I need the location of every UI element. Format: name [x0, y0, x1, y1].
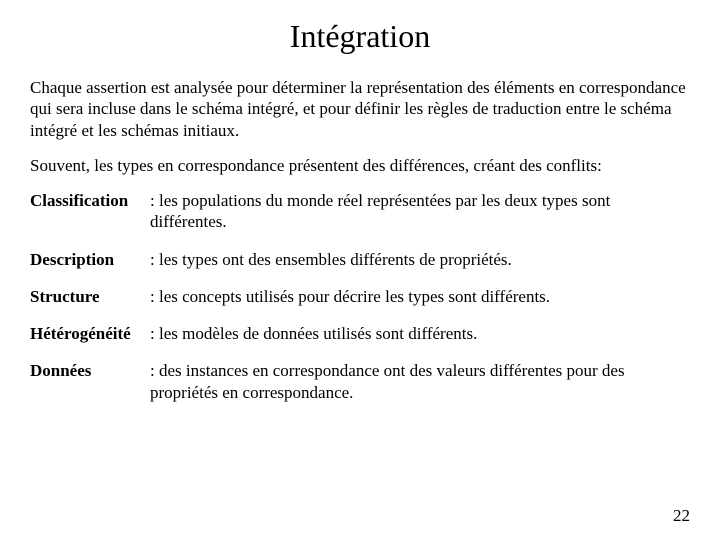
definition-text-donnees: : des instances en correspondance ont de…	[150, 360, 690, 403]
definition-text-structure: : les concepts utilisés pour décrire les…	[150, 286, 690, 307]
definition-structure: Structure : les concepts utilisés pour d…	[30, 286, 690, 307]
definition-classification: Classification : les populations du mond…	[30, 190, 690, 233]
definition-description: Description : les types ont des ensemble…	[30, 249, 690, 270]
intro-paragraph-2: Souvent, les types en correspondance pré…	[30, 155, 690, 176]
page-number: 22	[673, 506, 690, 526]
slide-title: Intégration	[30, 18, 690, 55]
term-donnees: Données	[30, 360, 150, 403]
definition-donnees: Données : des instances en correspondanc…	[30, 360, 690, 403]
definition-text-description: : les types ont des ensembles différents…	[150, 249, 690, 270]
term-description: Description	[30, 249, 150, 270]
definition-heterogeneite: Hétérogénéité : les modèles de données u…	[30, 323, 690, 344]
term-structure: Structure	[30, 286, 150, 307]
definition-text-classification: : les populations du monde réel représen…	[150, 190, 690, 233]
term-classification: Classification	[30, 190, 150, 233]
slide: Intégration Chaque assertion est analysé…	[0, 0, 720, 540]
term-heterogeneite: Hétérogénéité	[30, 323, 150, 344]
intro-paragraph-1: Chaque assertion est analysée pour déter…	[30, 77, 690, 141]
definition-text-heterogeneite: : les modèles de données utilisés sont d…	[150, 323, 690, 344]
definition-list: Classification : les populations du mond…	[30, 190, 690, 403]
